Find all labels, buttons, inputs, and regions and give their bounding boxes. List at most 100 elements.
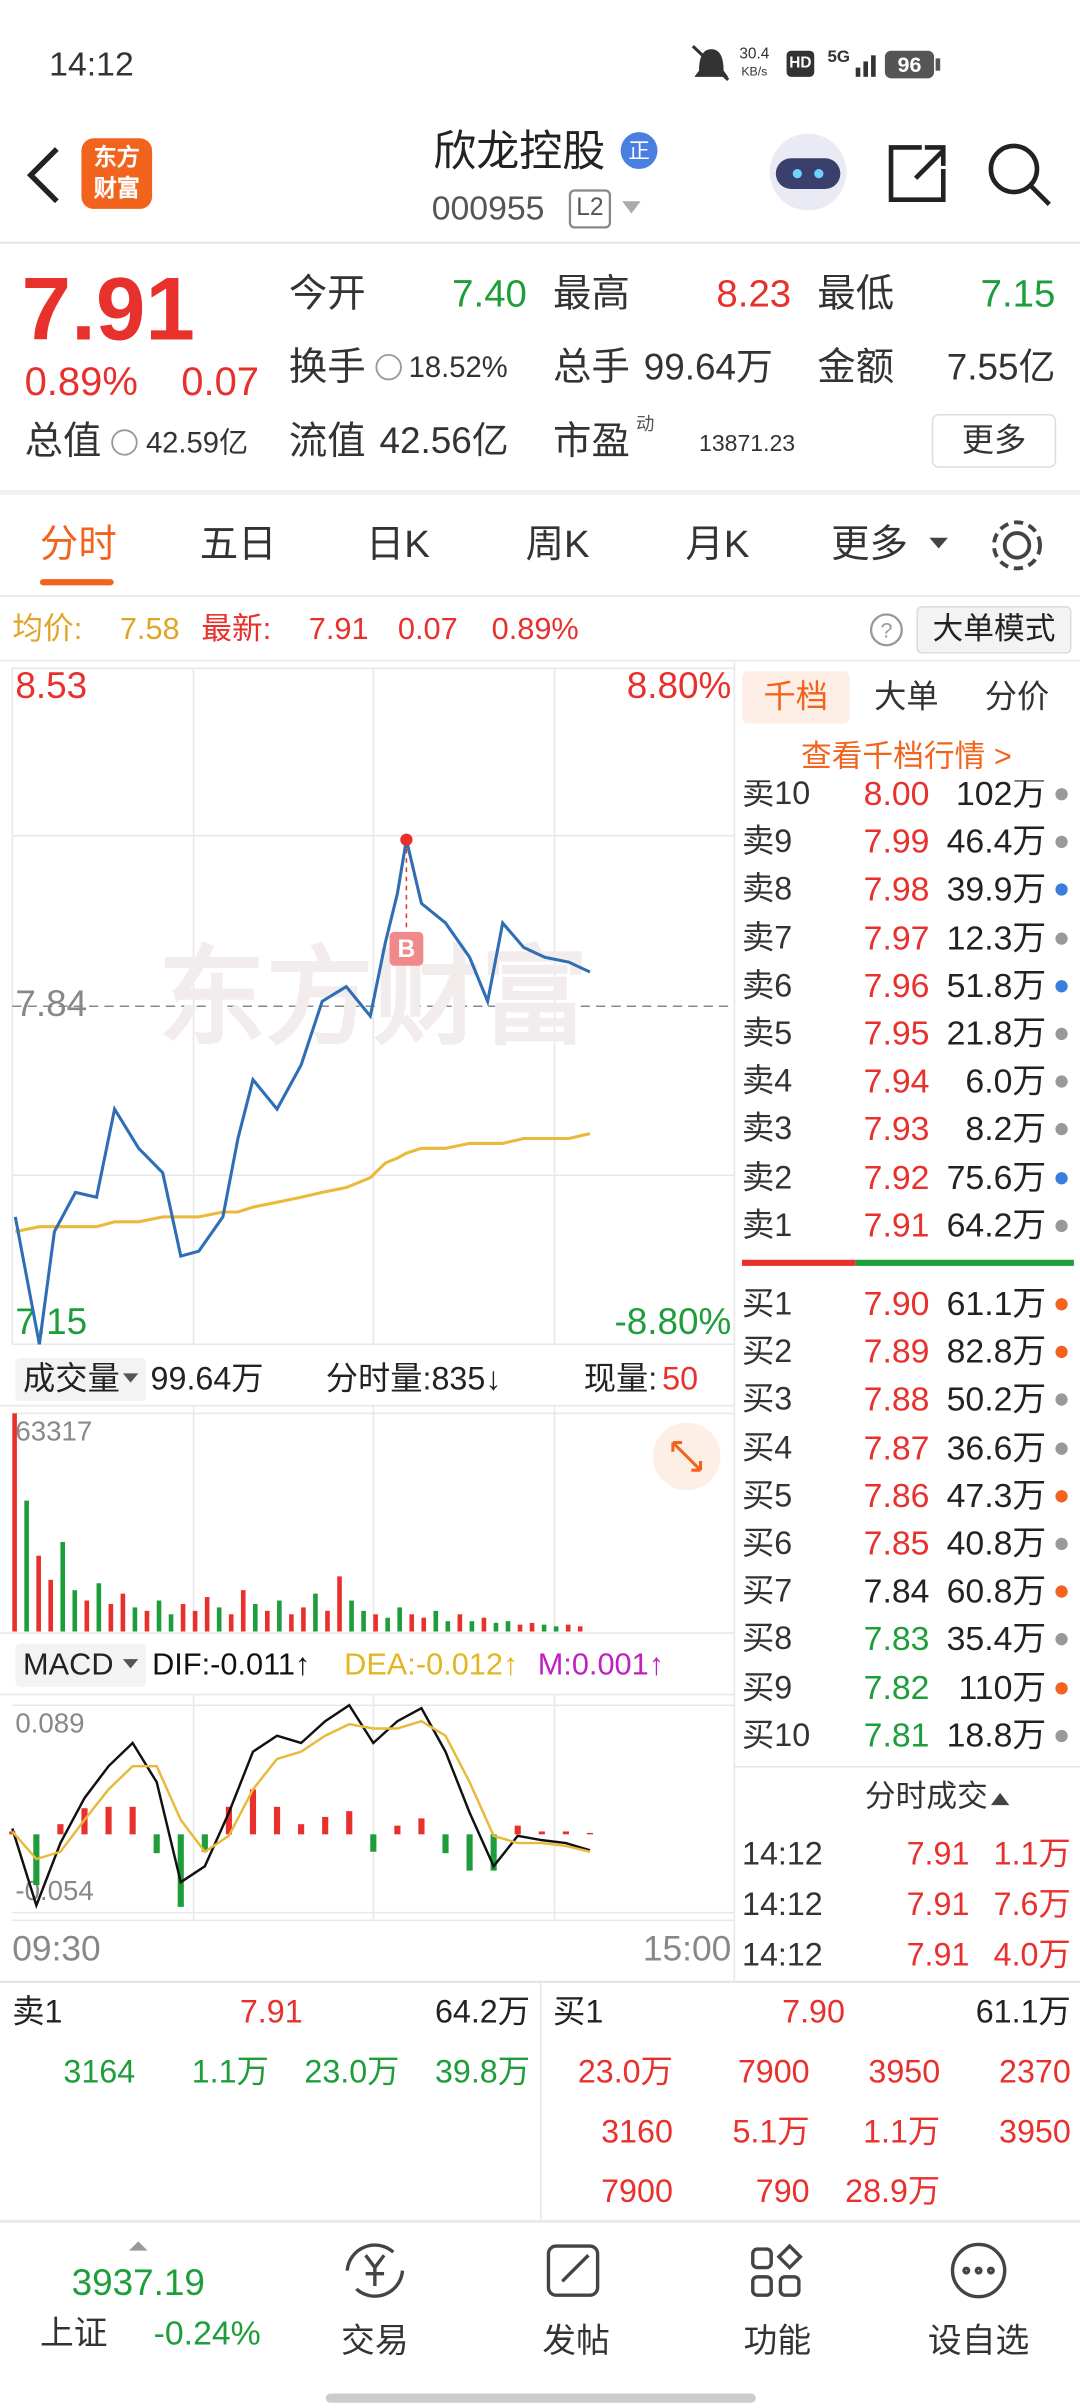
tab[interactable]: 周K <box>525 523 590 567</box>
more-caret[interactable] <box>929 537 948 549</box>
macd-bar <box>153 1834 160 1854</box>
volume-bar <box>228 1614 234 1632</box>
tab[interactable]: 分时 <box>39 523 117 567</box>
more-button[interactable] <box>931 414 1057 468</box>
volume-bar <box>60 1541 66 1632</box>
logo <box>81 138 153 209</box>
search-icon[interactable] <box>988 143 1051 206</box>
book-price: 7.99 <box>863 822 930 861</box>
dropdown-caret[interactable] <box>622 201 641 214</box>
home-indicator <box>325 2393 756 2403</box>
trades-title[interactable]: 分时成交 <box>864 1780 988 1815</box>
volume-bar <box>565 1624 571 1632</box>
index-name[interactable]: 上证 <box>39 2313 108 2353</box>
info-icon[interactable] <box>111 429 138 456</box>
macd-bar <box>177 1834 184 1907</box>
mode-button-label[interactable]: 大单模式 <box>932 612 1056 647</box>
volume-bar <box>156 1600 162 1632</box>
tab[interactable]: 更多 <box>831 523 908 567</box>
volume-selector[interactable] <box>15 1358 146 1402</box>
superscript: 动 <box>636 413 655 435</box>
robot-avatar[interactable] <box>769 133 847 211</box>
help-icon[interactable] <box>869 613 903 647</box>
book-volume: 8.2万 <box>965 1109 1047 1149</box>
volume-bar <box>505 1621 511 1632</box>
tab[interactable]: 月K <box>685 523 750 567</box>
volume-bar <box>132 1607 138 1632</box>
sell1-label: 卖1 <box>12 1994 63 2031</box>
volume-bar <box>240 1590 246 1632</box>
tab[interactable]: 日K <box>365 523 430 567</box>
macd-bar <box>346 1811 353 1835</box>
sell1-volume: 64.2万 <box>434 1994 531 2031</box>
book-price: 7.96 <box>863 966 930 1005</box>
macd-bar <box>370 1834 377 1852</box>
volume-bar <box>168 1614 174 1632</box>
y-tick-label: 0.089 <box>15 1708 84 1739</box>
macd-selector[interactable] <box>15 1643 146 1687</box>
nav-item[interactable]: 设自选 <box>927 2321 1030 2360</box>
nav-item[interactable]: 交易 <box>341 2321 409 2360</box>
index-value[interactable]: 3937.19 <box>71 2262 205 2305</box>
level-box <box>568 189 612 229</box>
macd-bar <box>562 1831 569 1835</box>
field-value: 7.55亿 <box>946 347 1056 389</box>
volume-bar <box>325 1610 330 1632</box>
tab[interactable]: 五日 <box>199 523 277 567</box>
nav-icons[interactable] <box>345 2242 1007 2299</box>
expand-icon[interactable] <box>652 1422 721 1491</box>
book-dot <box>1055 1441 1068 1455</box>
macd-bar <box>514 1825 521 1835</box>
book-tab[interactable]: 大单 <box>874 679 939 716</box>
book-label: 买8 <box>742 1622 793 1658</box>
macd-label[interactable]: MACD <box>23 1648 114 1683</box>
book-volume: 18.8万 <box>946 1715 1047 1755</box>
volume-bar <box>36 1555 41 1632</box>
book-tab[interactable]: 分价 <box>984 679 1050 716</box>
mode-button[interactable] <box>916 606 1072 654</box>
book-label: 卖2 <box>742 1160 793 1196</box>
collapse-caret[interactable] <box>990 1792 1010 1806</box>
volume-bar <box>96 1583 102 1632</box>
book-label: 卖7 <box>742 920 793 956</box>
macd-bar <box>57 1824 64 1835</box>
nav-item[interactable]: 功能 <box>743 2321 812 2360</box>
book-volume: 60.8万 <box>946 1571 1047 1611</box>
volume-label[interactable]: 成交量 <box>23 1361 120 1398</box>
index-change[interactable]: -0.24% <box>153 2313 261 2353</box>
series-line <box>11 1719 591 1861</box>
series-line <box>11 1703 591 1910</box>
settings-icon[interactable] <box>992 520 1042 571</box>
book-dot <box>1055 1729 1068 1742</box>
book-volume: 12.3万 <box>946 918 1047 957</box>
book-link[interactable]: 查看千档行情 > <box>800 740 1012 775</box>
volume-bar <box>265 1610 270 1632</box>
volume-bar <box>445 1621 451 1632</box>
field-label: 最高 <box>553 272 630 316</box>
order-book: 卖10 8.00 102万 卖9 7.99 46.4万 卖8 7.98 39.9万 卖7 7.97 1… <box>734 780 1080 1763</box>
info-icon[interactable] <box>375 353 402 381</box>
macd-bar <box>105 1806 112 1835</box>
series-line <box>14 1132 591 1234</box>
current-volume: 50 <box>662 1361 699 1398</box>
book-tab[interactable]: 千档 <box>763 679 829 716</box>
share-icon[interactable] <box>888 145 946 203</box>
volume-bar <box>517 1624 523 1632</box>
volume-bar <box>301 1607 306 1632</box>
y-tick-label: 7.15 <box>15 1301 87 1342</box>
book-dot <box>1055 788 1068 801</box>
nav-item[interactable]: 发帖 <box>542 2321 610 2360</box>
field-label: 流值 <box>288 420 366 464</box>
field-value: 7.40 <box>452 272 527 316</box>
more-button-label[interactable]: 更多 <box>961 423 1027 459</box>
book-price: 7.81 <box>863 1715 930 1755</box>
book-volume: 61.1万 <box>946 1284 1047 1323</box>
y2-tick-label: -8.80% <box>614 1301 731 1342</box>
book-label: 卖10 <box>742 780 811 812</box>
book-dot <box>1055 931 1068 945</box>
book-price: 7.93 <box>863 1109 930 1149</box>
field-value: 42.59亿 <box>145 427 249 461</box>
back-button[interactable] <box>26 147 59 204</box>
book-dot <box>1055 1489 1068 1503</box>
x-tick-label: 09:30 <box>12 1929 100 1968</box>
